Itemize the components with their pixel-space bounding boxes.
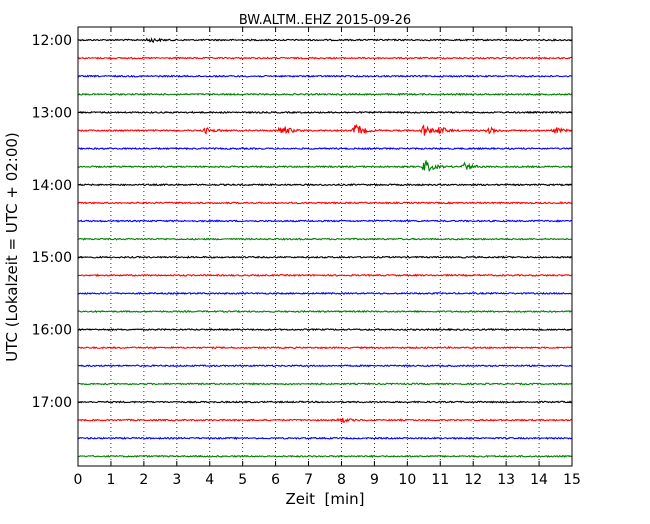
plot-frame (77, 26, 573, 467)
x-tick-label: 0 (74, 472, 83, 488)
chart-title: BW.ALTM..EHZ 2015-09-26 (239, 13, 411, 28)
trace-1630 (77, 364, 572, 368)
trace-1315 (77, 123, 573, 136)
trace-1245 (77, 92, 573, 97)
axis-ticks: 0 1 2 3 4 5 6 7 8 9 10 11 12 13 14 1512:0013:0014:0015:… (32, 27, 581, 488)
trace-1230 (77, 74, 572, 78)
trace-1645 (77, 382, 572, 386)
y-tick-label: 14:00 (32, 178, 72, 194)
trace-1715 (77, 417, 572, 423)
trace-1430 (77, 219, 572, 223)
x-tick-label: 8 (337, 472, 346, 488)
y-tick-label: 13:00 (32, 105, 72, 121)
x-tick-label: 14 (530, 472, 548, 488)
x-tick-label: 1 (106, 472, 115, 488)
trace-1415 (77, 201, 572, 205)
x-tick-label: 7 (304, 472, 313, 488)
x-tick-label: 15 (563, 472, 581, 488)
trace-1600 (77, 327, 572, 332)
y-tick-label: 15:00 (32, 250, 72, 266)
trace-group (77, 37, 573, 458)
trace-1745 (78, 454, 572, 458)
x-tick-label: 2 (139, 472, 148, 488)
trace-1445 (77, 237, 572, 241)
x-tick-label: 11 (431, 472, 449, 488)
y-tick-label: 16:00 (32, 323, 72, 339)
x-axis-label: Zeit [min] (285, 490, 364, 508)
x-tick-label: 13 (497, 472, 515, 488)
trace-1700 (77, 400, 572, 404)
y-tick-label: 17:00 (32, 395, 72, 411)
trace-1330 (77, 146, 572, 151)
y-axis-label: UTC (Lokalzeit = UTC + 02:00) (3, 132, 21, 362)
x-tick-label: 6 (271, 472, 280, 488)
x-tick-label: 10 (398, 472, 416, 488)
x-tick-label: 9 (370, 472, 379, 488)
trace-1615 (77, 346, 572, 350)
x-tick-label: 3 (172, 472, 181, 488)
x-tick-label: 5 (238, 472, 247, 488)
trace-1530 (77, 291, 572, 296)
x-tick-label: 4 (205, 472, 214, 488)
trace-1515 (77, 273, 572, 277)
trace-1300 (77, 110, 573, 115)
y-tick-label: 12:00 (32, 33, 72, 49)
x-tick-label: 12 (464, 472, 482, 488)
trace-1500 (77, 255, 572, 259)
trace-1730 (77, 436, 572, 440)
trace-1345 (77, 160, 573, 173)
trace-1215 (77, 56, 572, 60)
trace-1200 (77, 37, 572, 44)
trace-1400 (77, 183, 572, 187)
trace-1545 (77, 309, 572, 314)
grid-lines (110, 27, 540, 466)
